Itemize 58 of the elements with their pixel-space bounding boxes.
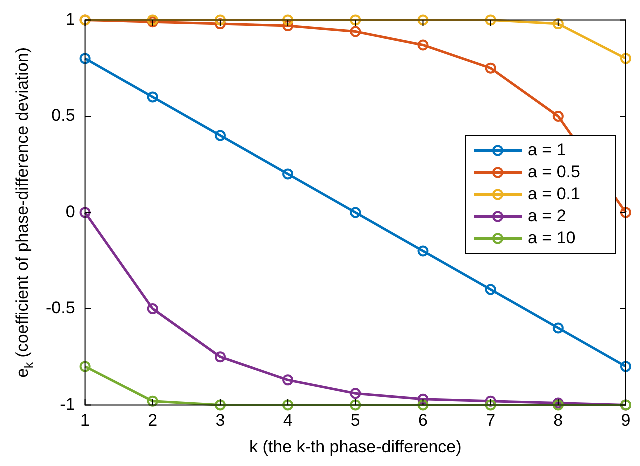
y-tick-label: 0.5 [52,106,76,126]
point [418,246,429,257]
point [147,92,158,103]
legend-label: a = 2 [528,206,566,226]
point [282,400,294,411]
point [350,388,362,400]
point [350,26,362,38]
point [214,130,226,142]
point [552,18,564,30]
point [147,303,158,314]
point [485,284,496,296]
y-tick-label: 1 [66,10,76,29]
x-tick-label: 1 [80,411,90,430]
x-tick-label: 4 [283,411,293,430]
x-tick-label: 3 [216,411,226,430]
y-tick-label: -0.5 [46,298,76,318]
point [80,207,91,218]
legend-label: a = 10 [528,228,576,248]
point [620,361,632,372]
point [214,14,226,26]
point [80,53,91,64]
point [552,322,564,334]
x-tick-label: 6 [418,411,428,430]
point [620,53,632,64]
point [350,400,362,411]
point [147,396,158,407]
point [350,14,362,26]
point [350,207,362,218]
point [80,361,91,372]
y-axis-title: ek (coefficient of phase-difference deviation) [13,47,36,378]
x-tick-label: 2 [148,411,158,430]
point [485,14,496,26]
x-tick-label: 7 [486,411,496,430]
legend-label: a = 1 [528,140,566,160]
x-tick-label: 5 [350,411,360,430]
point [282,374,294,386]
point [214,18,226,30]
point [620,207,632,218]
point [552,110,564,122]
point [418,394,429,405]
point [214,352,226,363]
x-tick-label: 8 [554,411,564,430]
point [282,168,294,180]
point [282,20,294,32]
legend-label: a = 0.1 [528,184,580,204]
legend-label: a = 0.5 [528,162,580,182]
x-tick-label: 9 [621,411,631,430]
point [485,400,496,411]
point [282,14,294,26]
y-tick-label: 0 [66,202,76,222]
point [418,400,429,411]
x-axis-title: k (the k-th phase-difference) [250,437,462,456]
point [418,14,429,26]
point [418,40,429,51]
y-tick-label: -1 [60,394,76,414]
point [485,396,496,407]
point [485,62,496,74]
point [214,400,226,411]
